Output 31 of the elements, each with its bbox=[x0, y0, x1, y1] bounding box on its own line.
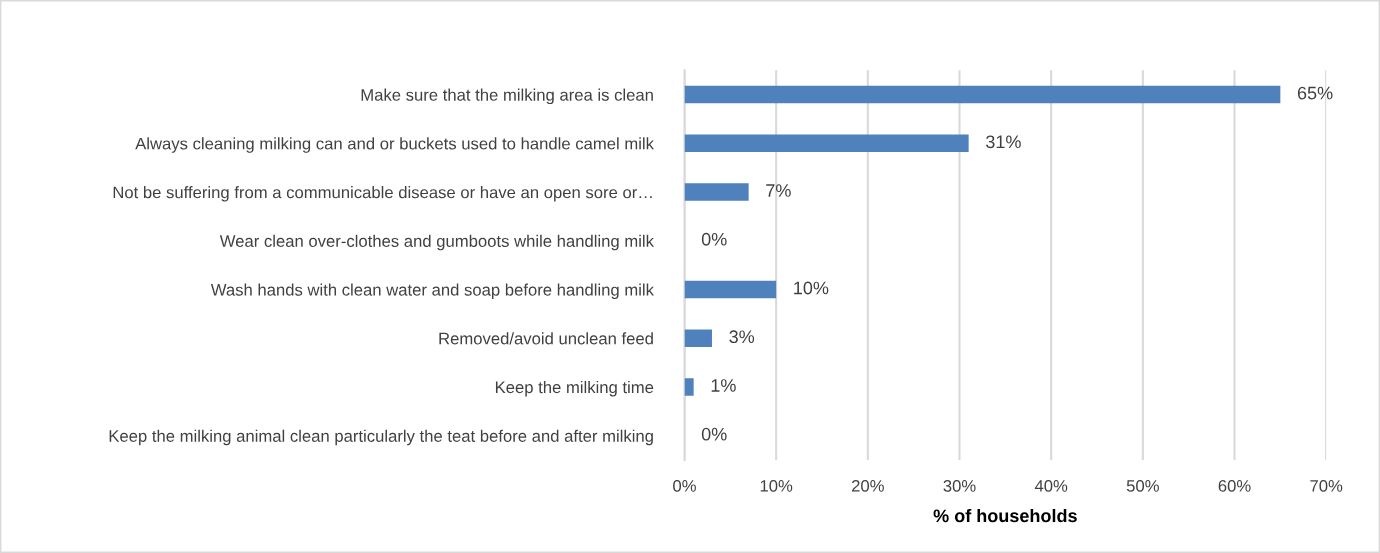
bar bbox=[684, 85, 1281, 104]
x-tick-label: 30% bbox=[943, 479, 976, 492]
data-label: 7% bbox=[766, 184, 791, 197]
x-tick-label: 20% bbox=[851, 479, 884, 492]
x-tick-label: 0% bbox=[673, 479, 696, 492]
bar bbox=[684, 134, 969, 153]
data-label: 31% bbox=[986, 135, 1021, 149]
data-label: 1% bbox=[711, 379, 736, 392]
y-tick-label: Keep the milking animal clean particularly the teat before and after milking bbox=[109, 429, 653, 446]
y-tick-label: Wash hands with clean water and soap before handling milk bbox=[210, 283, 654, 300]
bar bbox=[684, 280, 777, 299]
bar bbox=[684, 329, 712, 348]
data-label: 0% bbox=[701, 427, 727, 441]
bar bbox=[684, 378, 694, 396]
data-label: 0% bbox=[701, 232, 727, 246]
x-tick-label: 50% bbox=[1126, 479, 1159, 492]
y-tick-label: Wear clean over-clothes and gumboots while handling milk bbox=[219, 234, 654, 251]
y-tick-label: Removed/avoid unclean feed bbox=[439, 332, 653, 345]
x-axis-title: % of households bbox=[933, 508, 1077, 523]
y-tick-label: Make sure that the milking area is clean bbox=[361, 88, 653, 105]
x-tick-label: 10% bbox=[760, 479, 793, 492]
data-label: 10% bbox=[794, 281, 829, 295]
y-tick-label: Always cleaning milking can and or buckets used to handle camel milk bbox=[135, 137, 654, 153]
y-tick-label: Not be suffering from a communicable disease or have an open sore or… bbox=[113, 186, 652, 202]
y-tick-label: Keep the milking time bbox=[495, 380, 654, 397]
x-tick-label: 70% bbox=[1310, 479, 1343, 492]
x-tick-label: 60% bbox=[1218, 479, 1251, 492]
x-tick-label: 40% bbox=[1034, 479, 1068, 492]
bar bbox=[684, 183, 749, 201]
data-label: 65% bbox=[1297, 86, 1333, 100]
data-label: 3% bbox=[729, 330, 755, 344]
